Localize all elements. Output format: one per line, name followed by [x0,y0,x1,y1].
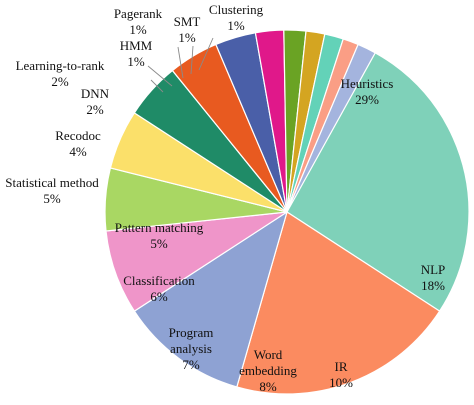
leader-line-hmm [147,65,173,87]
slice-value: 5% [43,191,61,206]
slice-name: Learning-to-rank [16,58,105,73]
label-classification: Classification 6% [123,273,195,304]
leader-line-smt [190,45,194,75]
slice-name: Statistical method [5,175,99,190]
slice-name: Heuristics [341,76,394,91]
leader-line-learning-to-rank [150,79,164,93]
slice-value: 1% [127,54,145,69]
slice-name: NLP [421,262,446,277]
label-ir: IR 10% [329,359,353,390]
slice-name: Program [169,325,214,340]
leader-line-clustering [198,37,214,71]
slice-name: Clustering [209,2,264,17]
label-pagerank: Pagerank 1% [114,6,163,37]
slice-value: 5% [150,236,168,251]
slice-name: IR [335,359,348,374]
slice-value: 29% [355,92,379,107]
slice-name: DNN [81,86,110,101]
slice-value: 7% [182,357,200,372]
label-smt: SMT 1% [174,14,201,45]
slice-name: embedding [239,363,297,378]
slice-name: HMM [120,38,153,53]
label-recodoc: Recodoc 4% [55,128,101,159]
slice-value: 10% [329,375,353,390]
slice-name: SMT [174,14,201,29]
label-pattern-matching: Pattern matching 5% [115,220,204,251]
slice-name: Classification [123,273,195,288]
label-learning-to-rank: Learning-to-rank 2% [16,58,105,89]
slice-name: analysis [170,341,212,356]
slice-ir [133,210,289,388]
slice-value: 1% [178,30,196,45]
pie-slices [104,29,470,395]
label-word-embedding: Word embedding 8% [239,347,297,394]
slice-name: Pagerank [114,6,163,21]
slice-name: Recodoc [55,128,101,143]
label-clustering: Clustering 1% [209,2,264,33]
leader-lines [147,37,214,93]
slice-value: 8% [259,379,277,394]
label-dnn: DNN 2% [81,86,110,117]
slice-name: Word [254,347,283,362]
slice-value: 2% [86,102,104,117]
slice-nlp [236,211,441,395]
slice-value: 4% [69,144,87,159]
slice-clustering [286,43,377,213]
label-hmm: HMM 1% [120,38,153,69]
slice-value: 1% [227,18,245,33]
label-heuristics: Heuristics 29% [341,76,394,107]
slice-value: 1% [129,22,147,37]
label-program-analysis: Program analysis 7% [169,325,214,372]
label-statistical-method: Statistical method 5% [5,175,99,206]
slice-value: 2% [51,74,69,89]
slice-value: 18% [421,278,445,293]
label-nlp: NLP 18% [421,262,446,293]
slice-value: 6% [150,289,168,304]
slice-name: Pattern matching [115,220,204,235]
leader-line-pagerank [177,46,184,79]
slice-labels: Heuristics 29% NLP 18% IR 10% Word embedding 8% P… [5,2,445,394]
